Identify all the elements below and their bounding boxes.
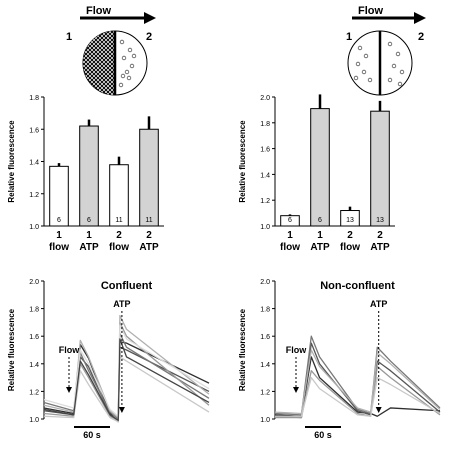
bar <box>139 128 159 227</box>
y-tick-label: 1.4 <box>260 362 270 369</box>
y-tick-label: 1.8 <box>260 121 270 128</box>
trace-line <box>274 349 441 415</box>
bar-n-label: 6 <box>87 217 91 224</box>
bar-category-number: 1 <box>56 230 62 241</box>
y-axis-label: Relative fluorescence <box>7 308 16 391</box>
y-tick-label: 1.2 <box>260 389 270 396</box>
y-tick-label: 2.0 <box>29 279 39 286</box>
y-tick-label: 1.4 <box>260 172 270 179</box>
atp-arrowhead-icon <box>118 407 125 413</box>
y-tick-label: 2.0 <box>260 95 270 102</box>
panel-title: Confluent <box>101 280 153 292</box>
y-tick-label: 1.2 <box>29 389 39 396</box>
bar-n-label: 6 <box>288 217 292 224</box>
flow-arrow-icon <box>80 12 156 24</box>
side-a-label: 1 <box>346 31 352 43</box>
flow-arrowhead-icon <box>66 387 72 393</box>
side-b-label: 2 <box>418 31 424 43</box>
y-tick-label: 1.6 <box>260 147 270 154</box>
y-tick-label: 1.4 <box>29 160 39 167</box>
y-tick-label: 1.0 <box>29 417 39 424</box>
y-tick-label: 1.0 <box>260 224 270 231</box>
bar-category-number: 1 <box>86 230 92 241</box>
bar-category-number: 2 <box>377 230 383 241</box>
bar-n-label: 11 <box>115 217 122 224</box>
bar-category-label: flow <box>49 242 69 253</box>
y-tick-label: 1.0 <box>260 417 270 424</box>
scale-bar-label: 60 s <box>83 430 101 440</box>
left-flow-diagram: Flow 1 2 <box>66 5 156 96</box>
bar-category-label: flow <box>280 242 300 253</box>
y-axis-label: Relative fluorescence <box>238 120 247 203</box>
y-tick-label: 1.2 <box>29 192 39 199</box>
bar-category-number: 1 <box>317 230 323 241</box>
bar <box>370 110 390 227</box>
atp-annotation: ATP <box>370 299 387 309</box>
side-b-label: 2 <box>146 31 152 43</box>
atp-annotation: ATP <box>113 299 130 309</box>
bar <box>310 108 330 227</box>
bar-category-number: 2 <box>116 230 122 241</box>
bar-category-number: 1 <box>287 230 293 241</box>
right-flow-diagram: Flow 1 2 <box>346 5 426 96</box>
bar <box>79 125 99 227</box>
cell-dots-icon <box>118 39 137 88</box>
bar-n-label: 13 <box>346 217 354 224</box>
scale-bar-label: 60 s <box>314 430 332 440</box>
bar-category-label: ATP <box>310 242 330 253</box>
y-axis-label: Relative fluorescence <box>7 120 16 203</box>
trace-line <box>275 376 441 417</box>
bar-n-label: 6 <box>57 217 61 224</box>
y-tick-label: 1.6 <box>29 334 39 341</box>
panel-title: Non-confluent <box>320 280 395 292</box>
bar-category-label: flow <box>340 242 360 253</box>
bar-category-number: 2 <box>146 230 152 241</box>
y-tick-label: 1.6 <box>260 334 270 341</box>
trace-line <box>43 324 210 417</box>
y-tick-label: 1.0 <box>29 224 39 231</box>
y-tick-label: 1.4 <box>29 362 39 369</box>
trace-line <box>43 338 210 422</box>
bar-n-label: 6 <box>318 217 322 224</box>
bar-n-label: 11 <box>145 217 152 224</box>
flow-label: Flow <box>86 5 111 17</box>
flow-label: Flow <box>358 5 383 17</box>
y-tick-label: 2.0 <box>260 279 270 286</box>
y-tick-label: 1.8 <box>29 307 39 314</box>
bar-category-label: flow <box>109 242 129 253</box>
bar-n-label: 13 <box>376 217 384 224</box>
side-a-label: 1 <box>66 31 72 43</box>
flow-annotation: Flow <box>59 345 80 355</box>
y-tick-label: 1.2 <box>260 198 270 205</box>
sparse-cells-icon <box>353 41 405 87</box>
flow-annotation: Flow <box>286 345 307 355</box>
atp-arrowhead-icon <box>375 407 382 413</box>
y-tick-label: 1.8 <box>29 95 39 102</box>
bar-category-label: ATP <box>370 242 390 253</box>
confluent-cells-icon <box>83 31 115 95</box>
y-axis-label: Relative fluorescence <box>238 308 247 391</box>
flow-arrowhead-icon <box>293 387 299 393</box>
y-tick-label: 1.6 <box>29 127 39 134</box>
bar-category-label: ATP <box>79 242 99 253</box>
flow-arrow-icon <box>352 12 426 24</box>
bar-category-label: ATP <box>139 242 159 253</box>
y-tick-label: 1.8 <box>260 307 270 314</box>
bar-category-number: 2 <box>347 230 353 241</box>
